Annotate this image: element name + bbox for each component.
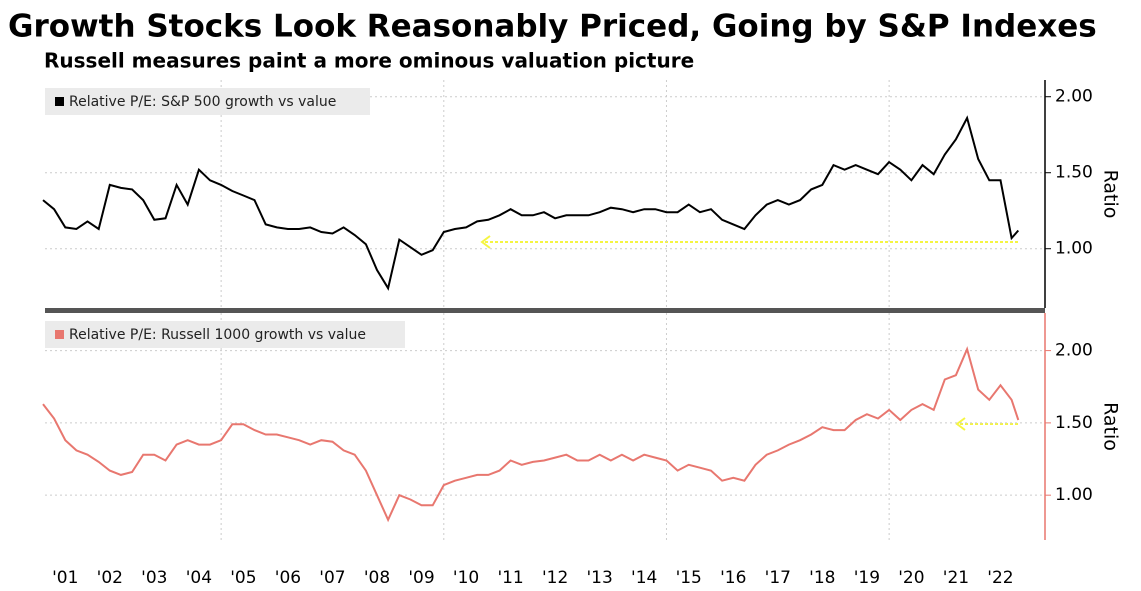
x-tick-label: '02 [97,568,123,588]
y-tick-label: 1.00 [1055,239,1093,259]
legend-label: Relative P/E: Russell 1000 growth vs val… [69,327,366,343]
arrow [955,417,1018,431]
y-tick-label: 1.50 [1055,413,1093,433]
x-tick-label: '04 [186,568,212,588]
x-tick-label: '10 [453,568,479,588]
y-tick-label: 2.00 [1055,87,1093,107]
x-tick-label: '16 [720,568,746,588]
line [42,115,1020,291]
legend-box [45,321,405,348]
x-tick-label: '05 [230,568,256,588]
x-tick-label: '12 [542,568,568,588]
chart-title: Growth Stocks Look Reasonably Priced, Go… [8,9,1097,45]
y-tick-label: 1.00 [1055,485,1093,505]
legend-swatch [55,330,64,339]
x-tick-label: '09 [408,568,434,588]
x-tick-label: '11 [497,568,523,588]
x-tick-label: '19 [854,568,880,588]
arrow [480,235,1018,249]
x-tick-label: '06 [275,568,301,588]
x-tick-label: '14 [631,568,657,588]
x-tick-label: '08 [364,568,390,588]
x-tick-label: '17 [765,568,791,588]
x-tick-label: '18 [809,568,835,588]
x-tick-label: '01 [52,568,78,588]
x-tick-label: '20 [898,568,924,588]
x-tick-label: '13 [587,568,613,588]
y-axis-label: Ratio [1100,402,1122,451]
legend-box [45,88,370,115]
y-tick-label: 1.50 [1055,163,1093,183]
legend-label: Relative P/E: S&P 500 growth vs value [69,94,336,110]
line [42,346,1020,523]
x-tick-label: '15 [676,568,702,588]
panel-separator [45,308,1045,313]
y-axis-label: Ratio [1100,170,1122,219]
y-tick-label: 2.00 [1055,341,1093,361]
x-tick-label: '21 [943,568,969,588]
x-tick-label: '07 [319,568,345,588]
legend-swatch [55,97,64,106]
x-tick-label: '22 [987,568,1013,588]
chart-subtitle: Russell measures paint a more ominous va… [44,49,694,73]
x-tick-label: '03 [141,568,167,588]
